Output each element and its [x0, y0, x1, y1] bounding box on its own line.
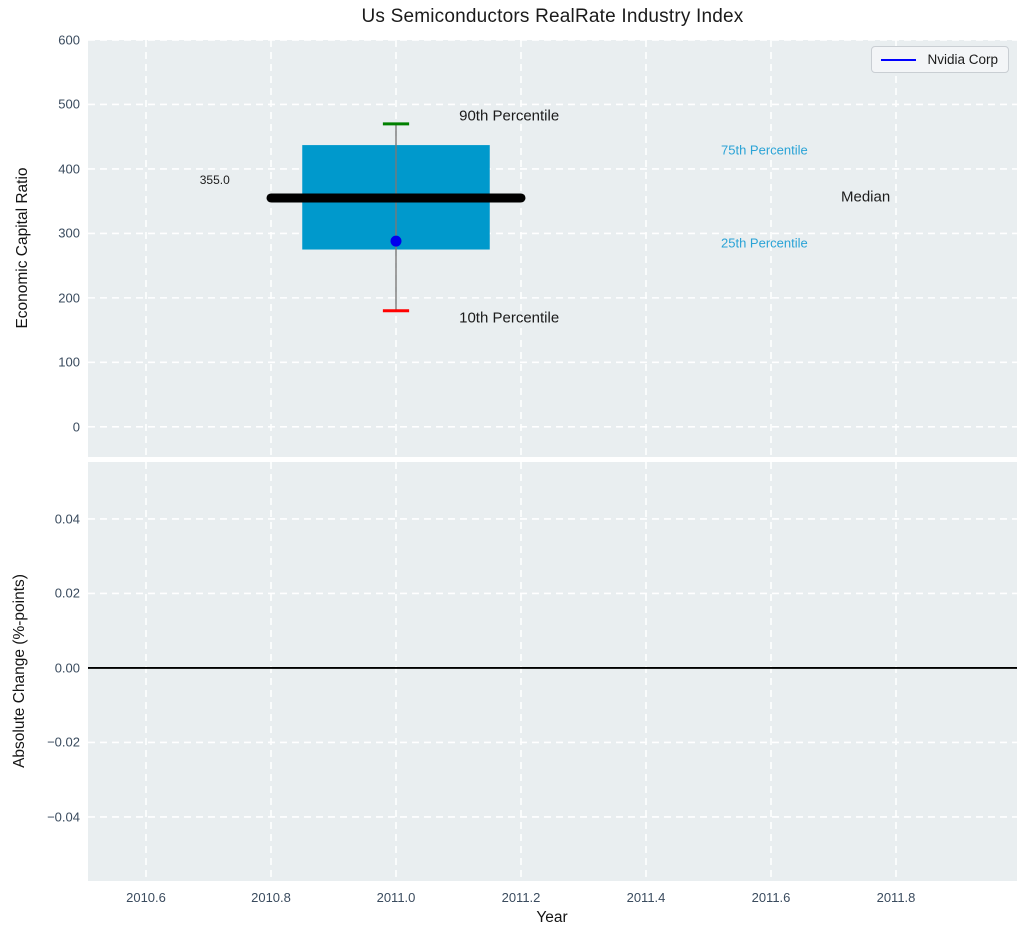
- y-axis-label-top: Economic Capital Ratio: [14, 167, 31, 329]
- annotation-median: Median: [841, 188, 891, 206]
- y-axis-label-bottom: Absolute Change (%-points): [11, 574, 28, 768]
- top-axes: Nvidia Corp: [88, 40, 1017, 457]
- ytick-top: 400: [58, 161, 80, 177]
- change-canvas: [88, 462, 1017, 881]
- boxplot-canvas: [88, 40, 1017, 457]
- ytick-top: 500: [58, 96, 80, 112]
- x-axis-label: Year: [536, 909, 568, 926]
- ytick-bottom: −0.02: [47, 734, 80, 750]
- annotation-10th-percentile: 10th Percentile: [459, 309, 560, 327]
- annotation-90th-percentile: 90th Percentile: [459, 107, 560, 125]
- ytick-bottom: 0.02: [54, 585, 80, 601]
- ytick-top: 100: [58, 354, 80, 370]
- xtick-year: 2010.8: [251, 890, 291, 905]
- legend-line-sample: [881, 58, 917, 61]
- legend: Nvidia Corp: [871, 46, 1009, 73]
- xtick-year: 2011.4: [626, 890, 666, 905]
- chart-title: Us Semiconductors RealRate Industry Inde…: [361, 6, 744, 27]
- ytick-top: 600: [58, 32, 80, 48]
- annotation-355-0: 355.0: [199, 172, 230, 187]
- xtick-year: 2011.8: [876, 890, 916, 905]
- xtick-year: 2011.0: [376, 890, 416, 905]
- legend-label: Nvidia Corp: [927, 52, 998, 67]
- xtick-year: 2011.6: [751, 890, 791, 905]
- bottom-axes: [88, 462, 1017, 881]
- ytick-top: 200: [58, 290, 80, 306]
- ytick-bottom: −0.04: [47, 809, 80, 825]
- ytick-top: 0: [72, 419, 80, 435]
- annotation-25th-percentile: 25th Percentile: [721, 235, 808, 251]
- ytick-top: 300: [58, 225, 80, 241]
- company-point: [390, 235, 402, 247]
- xtick-year: 2010.6: [126, 890, 166, 905]
- ytick-bottom: 0.00: [54, 660, 80, 676]
- annotation-75th-percentile: 75th Percentile: [721, 142, 808, 158]
- ytick-bottom: 0.04: [54, 511, 80, 527]
- xtick-year: 2011.2: [501, 890, 541, 905]
